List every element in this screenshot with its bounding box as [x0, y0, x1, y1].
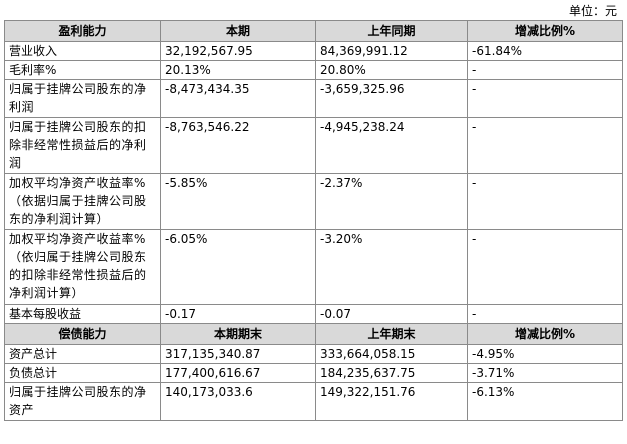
- unit-label: 单位：元: [568, 4, 617, 18]
- current-value: 32,192,567.95: [160, 41, 316, 61]
- financial-table: 盈利能力 本期 上年同期 增减比例% 营业收入 32,192,567.95 84…: [4, 20, 623, 421]
- current-value: 317,135,340.87: [160, 344, 316, 364]
- prior-value: 184,235,637.75: [315, 363, 468, 383]
- prior-value: -3.20%: [315, 229, 468, 305]
- table-row: 资产总计 317,135,340.87 333,664,058.15 -4.95…: [4, 344, 623, 364]
- prior-value: 20.80%: [315, 60, 468, 80]
- table-row: 基本每股收益 -0.17 -0.07 -: [4, 304, 623, 324]
- prior-value: 149,322,151.76: [315, 382, 468, 421]
- current-value: 177,400,616.67: [160, 363, 316, 383]
- row-label: 基本每股收益: [4, 304, 161, 324]
- current-value: 140,173,033.6: [160, 382, 316, 421]
- header-cell: 上年期末: [315, 323, 468, 345]
- prior-value: -0.07: [315, 304, 468, 324]
- table-row: 归属于挂牌公司股东的净利润 -8,473,434.35 -3,659,325.9…: [4, 79, 623, 118]
- row-label: 资产总计: [4, 344, 161, 364]
- change-value: -: [467, 60, 623, 80]
- prior-value: -4,945,238.24: [315, 117, 468, 174]
- header-cell: 偿债能力: [4, 323, 161, 345]
- change-value: -: [467, 79, 623, 118]
- table-row: 营业收入 32,192,567.95 84,369,991.12 -61.84%: [4, 41, 623, 61]
- row-label: 加权平均净资产收益率%（依归属于挂牌公司股东的扣除非经常性损益后的净利润计算）: [4, 229, 161, 305]
- table-row: 归属于挂牌公司股东的扣除非经常性损益后的净利润 -8,763,546.22 -4…: [4, 117, 623, 174]
- table-row: 负债总计 177,400,616.67 184,235,637.75 -3.71…: [4, 363, 623, 383]
- prior-value: 333,664,058.15: [315, 344, 468, 364]
- header-cell: 本期: [160, 20, 316, 42]
- row-label: 归属于挂牌公司股东的净利润: [4, 79, 161, 118]
- change-value: -61.84%: [467, 41, 623, 61]
- change-value: -: [467, 304, 623, 324]
- row-label: 归属于挂牌公司股东的净资产: [4, 382, 161, 421]
- row-label: 营业收入: [4, 41, 161, 61]
- change-value: -: [467, 117, 623, 174]
- change-value: -: [467, 229, 623, 305]
- header-cell: 本期期末: [160, 323, 316, 345]
- current-value: -8,473,434.35: [160, 79, 316, 118]
- current-value: 20.13%: [160, 60, 316, 80]
- current-value: -6.05%: [160, 229, 316, 305]
- solvency-header-row: 偿债能力 本期期末 上年期末 增减比例%: [4, 323, 623, 345]
- profit-header-row: 盈利能力 本期 上年同期 增减比例%: [4, 20, 623, 42]
- change-value: -3.71%: [467, 363, 623, 383]
- table-row: 加权平均净资产收益率%（依据归属于挂牌公司股东的净利润计算） -5.85% -2…: [4, 173, 623, 230]
- prior-value: -2.37%: [315, 173, 468, 230]
- prior-value: -3,659,325.96: [315, 79, 468, 118]
- change-value: -6.13%: [467, 382, 623, 421]
- header-cell: 上年同期: [315, 20, 468, 42]
- prior-value: 84,369,991.12: [315, 41, 468, 61]
- header-cell: 增减比例%: [467, 20, 623, 42]
- row-label: 毛利率%: [4, 60, 161, 80]
- table-row: 归属于挂牌公司股东的净资产 140,173,033.6 149,322,151.…: [4, 382, 623, 421]
- table-row: 加权平均净资产收益率%（依归属于挂牌公司股东的扣除非经常性损益后的净利润计算） …: [4, 229, 623, 305]
- change-value: -4.95%: [467, 344, 623, 364]
- row-label: 归属于挂牌公司股东的扣除非经常性损益后的净利润: [4, 117, 161, 174]
- current-value: -5.85%: [160, 173, 316, 230]
- table-row: 毛利率% 20.13% 20.80% -: [4, 60, 623, 80]
- header-cell: 增减比例%: [467, 323, 623, 345]
- header-cell: 盈利能力: [4, 20, 161, 42]
- row-label: 加权平均净资产收益率%（依据归属于挂牌公司股东的净利润计算）: [4, 173, 161, 230]
- current-value: -8,763,546.22: [160, 117, 316, 174]
- current-value: -0.17: [160, 304, 316, 324]
- change-value: -: [467, 173, 623, 230]
- row-label: 负债总计: [4, 363, 161, 383]
